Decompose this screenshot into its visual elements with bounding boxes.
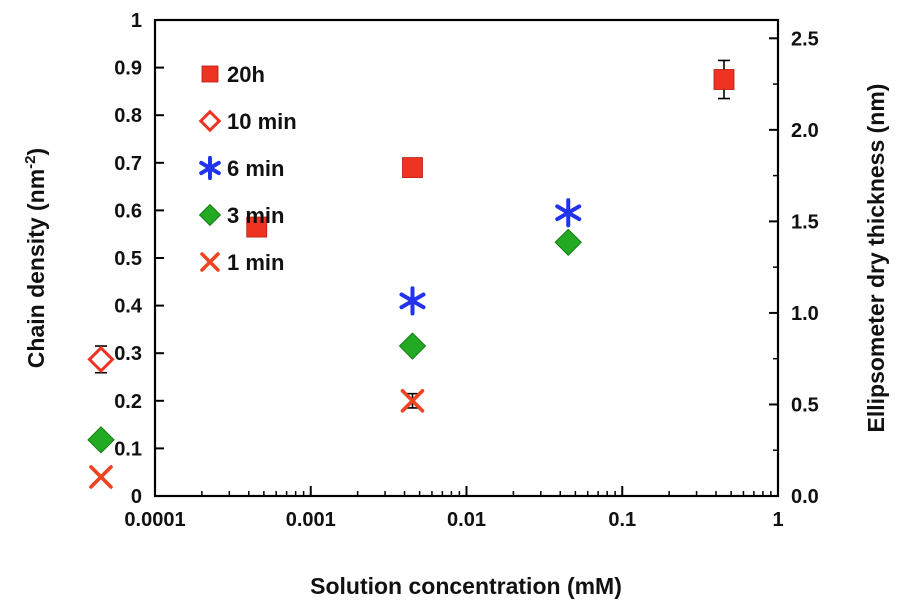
- cross-arm: [400, 388, 425, 413]
- asterisk-arm: [555, 204, 582, 222]
- x-tick-label: 0.001: [286, 509, 336, 531]
- y-axis-title-main: Chain density (nm: [23, 169, 49, 368]
- legend-marker-6-min: [199, 155, 221, 181]
- series-20h: [246, 59, 735, 238]
- legend-label-6-min: 6 min: [227, 156, 284, 181]
- data-point-1-min: [400, 388, 425, 413]
- series-6-min: [399, 198, 582, 316]
- data-point-3-min: [554, 228, 582, 256]
- x-tick-label: 1: [772, 509, 783, 531]
- data-point-6-min: [555, 198, 582, 228]
- legend-marker-1-min: [200, 252, 220, 272]
- y-tick-label: 0.5: [114, 248, 142, 270]
- y-tick-label: 0.3: [114, 343, 142, 365]
- asterisk-arm: [199, 160, 221, 176]
- asterisk-arm: [399, 292, 426, 310]
- data-point-1-min: [89, 465, 113, 489]
- axis-ticks: 0.0001 0.001 0.01 0.1 100.10.20.30.40.50.60.…: [114, 10, 819, 531]
- legend-item-6-min: 6 min: [199, 155, 284, 181]
- x-tick-label: 0.01: [447, 509, 486, 531]
- data-point-20h: [713, 69, 735, 90]
- legend-item-20h: 20h: [201, 62, 265, 87]
- y-tick-label: 0.9: [114, 58, 142, 80]
- legend-marker-20h: [201, 65, 219, 83]
- y-tick-label: 1: [131, 10, 142, 32]
- y2-tick-label: 1.0: [791, 303, 819, 325]
- y2-tick-label: 0.5: [791, 394, 819, 416]
- cross-arm: [200, 252, 220, 272]
- y-axis-title-end: ): [23, 148, 49, 156]
- y-tick-label: 0.7: [114, 153, 142, 175]
- y-tick-label: 0.8: [114, 105, 142, 127]
- data-point-3-min: [87, 426, 115, 454]
- y-tick-label: 0.6: [114, 200, 142, 222]
- data-point-20h: [402, 157, 423, 178]
- legend: 20h 10 min 6 min 3 min 1 min: [198, 62, 297, 275]
- series-3-min: [87, 228, 582, 454]
- legend-item-3-min: 3 min: [198, 203, 284, 228]
- y-axis-title-sup: -2: [22, 155, 39, 168]
- legend-item-10-min: 10 min: [198, 109, 297, 134]
- y-tick-label: 0.2: [114, 391, 142, 413]
- legend-label-3-min: 3 min: [227, 203, 284, 228]
- y2-tick-label: 1.5: [791, 211, 819, 233]
- x-tick-label: 0.0001: [124, 509, 185, 531]
- y-tick-label: 0: [131, 486, 142, 508]
- series-10-min: [87, 345, 115, 374]
- x-tick-label: 0.1: [608, 509, 636, 531]
- cross-arm: [89, 465, 113, 489]
- y2-tick-label: 2.0: [791, 120, 819, 142]
- data-point-10-min: [87, 345, 115, 374]
- y2-tick-label: 2.5: [791, 28, 819, 50]
- legend-marker-10-min: [198, 109, 222, 133]
- data-point-6-min: [399, 286, 426, 316]
- legend-label-1-min: 1 min: [227, 250, 284, 275]
- legend-label-20h: 20h: [227, 62, 265, 87]
- series-1-min: [89, 388, 425, 489]
- data-point-20h: [246, 216, 268, 238]
- y-axis-title: Chain density (nm-2): [22, 148, 49, 368]
- legend-label-10-min: 10 min: [227, 109, 297, 134]
- data-point-3-min: [398, 332, 427, 360]
- legend-marker-3-min: [198, 203, 222, 227]
- x-axis-title: Solution concentration (mM): [310, 573, 622, 599]
- y2-axis-title: Ellipsometer dry thickness (nm): [863, 84, 889, 433]
- y-tick-label: 0.1: [114, 438, 142, 460]
- y2-tick-label: 0.0: [791, 486, 819, 508]
- data-marks: [87, 59, 735, 489]
- legend-item-1-min: 1 min: [200, 250, 284, 275]
- y-tick-label: 0.4: [114, 296, 143, 318]
